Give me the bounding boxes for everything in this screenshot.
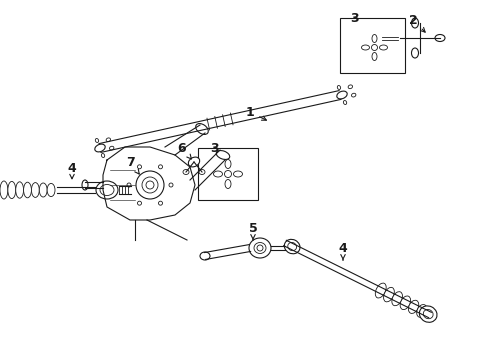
Ellipse shape bbox=[196, 123, 208, 134]
Ellipse shape bbox=[372, 35, 377, 42]
Ellipse shape bbox=[24, 182, 31, 198]
Ellipse shape bbox=[249, 238, 271, 258]
Ellipse shape bbox=[412, 18, 418, 28]
Ellipse shape bbox=[372, 53, 377, 60]
Ellipse shape bbox=[419, 306, 437, 322]
Text: 6: 6 bbox=[178, 141, 192, 159]
Ellipse shape bbox=[254, 243, 266, 253]
Ellipse shape bbox=[337, 91, 347, 99]
Ellipse shape bbox=[158, 201, 163, 205]
Ellipse shape bbox=[423, 310, 433, 319]
Text: 2: 2 bbox=[409, 13, 425, 32]
Ellipse shape bbox=[400, 296, 411, 310]
Ellipse shape bbox=[435, 35, 445, 41]
Ellipse shape bbox=[257, 245, 263, 251]
Text: 3: 3 bbox=[210, 143, 219, 156]
Ellipse shape bbox=[225, 180, 231, 189]
Ellipse shape bbox=[39, 183, 47, 197]
Ellipse shape bbox=[288, 242, 296, 251]
Ellipse shape bbox=[142, 177, 158, 193]
Ellipse shape bbox=[31, 183, 39, 197]
Text: 7: 7 bbox=[125, 156, 139, 174]
Ellipse shape bbox=[138, 201, 142, 205]
Ellipse shape bbox=[127, 183, 131, 187]
Ellipse shape bbox=[106, 138, 111, 141]
Ellipse shape bbox=[109, 146, 114, 150]
Ellipse shape bbox=[343, 100, 347, 104]
Bar bbox=[198, 148, 258, 200]
Text: 4: 4 bbox=[339, 242, 347, 260]
Ellipse shape bbox=[214, 171, 222, 177]
Ellipse shape bbox=[16, 182, 24, 198]
Ellipse shape bbox=[416, 305, 427, 317]
Ellipse shape bbox=[412, 48, 418, 58]
Ellipse shape bbox=[284, 239, 300, 254]
Ellipse shape bbox=[392, 292, 402, 306]
Ellipse shape bbox=[96, 139, 98, 143]
Ellipse shape bbox=[169, 183, 173, 187]
Ellipse shape bbox=[82, 180, 88, 190]
Ellipse shape bbox=[371, 45, 377, 50]
Ellipse shape bbox=[146, 181, 154, 189]
Ellipse shape bbox=[234, 171, 243, 177]
Ellipse shape bbox=[351, 93, 356, 97]
Ellipse shape bbox=[8, 181, 16, 199]
Ellipse shape bbox=[225, 159, 231, 168]
Ellipse shape bbox=[348, 85, 352, 89]
Ellipse shape bbox=[95, 144, 105, 152]
Ellipse shape bbox=[188, 157, 199, 167]
Ellipse shape bbox=[100, 184, 114, 195]
Ellipse shape bbox=[47, 183, 55, 197]
Ellipse shape bbox=[384, 287, 394, 302]
Ellipse shape bbox=[375, 283, 386, 298]
Ellipse shape bbox=[96, 181, 118, 199]
Text: 4: 4 bbox=[68, 162, 76, 179]
Ellipse shape bbox=[379, 45, 388, 50]
Ellipse shape bbox=[224, 171, 231, 177]
Ellipse shape bbox=[136, 171, 164, 199]
Ellipse shape bbox=[362, 45, 369, 50]
Ellipse shape bbox=[101, 154, 105, 157]
Ellipse shape bbox=[0, 181, 8, 199]
Ellipse shape bbox=[216, 150, 230, 159]
Text: 3: 3 bbox=[350, 13, 358, 26]
Text: 5: 5 bbox=[248, 221, 257, 240]
Ellipse shape bbox=[183, 170, 189, 175]
Ellipse shape bbox=[138, 165, 142, 169]
Ellipse shape bbox=[409, 300, 419, 314]
Bar bbox=[340, 18, 405, 73]
Text: 1: 1 bbox=[245, 105, 267, 120]
Ellipse shape bbox=[337, 86, 341, 89]
Ellipse shape bbox=[158, 165, 163, 169]
Ellipse shape bbox=[199, 170, 205, 175]
Ellipse shape bbox=[200, 252, 210, 260]
